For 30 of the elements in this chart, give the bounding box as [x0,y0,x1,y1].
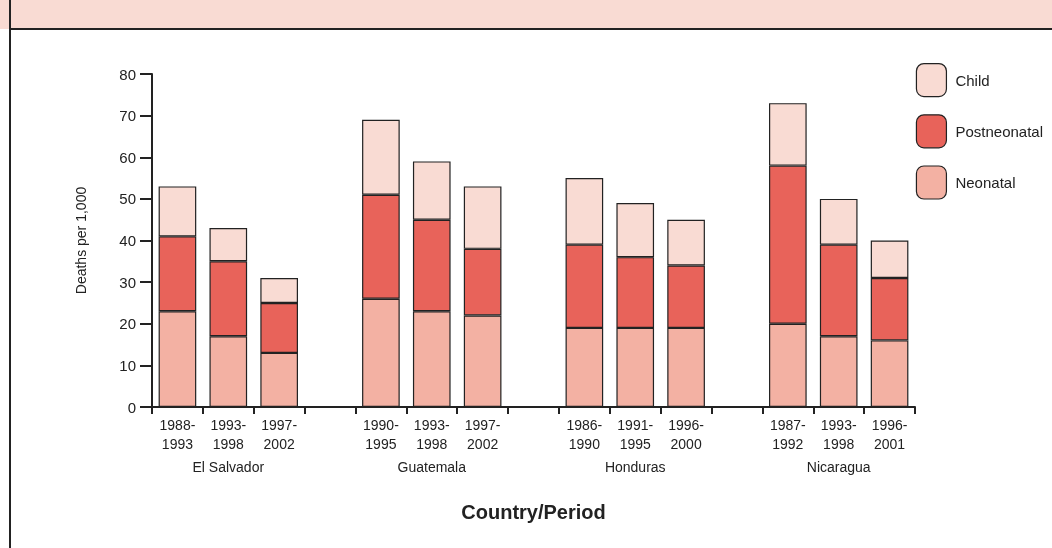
y-tick-label: 40 [119,232,136,249]
text: El Salvador [192,459,265,475]
text: Guatemala [397,459,467,475]
legend-label: Neonatal [955,174,1016,191]
x-tick-label: 1987-1992 [769,416,807,452]
legend-label: Child [955,71,990,89]
y-tick-label: 20 [119,315,136,333]
y-tick-label: 50 [119,190,136,208]
x-tick-label: 1991-1995 [617,416,654,452]
text: Nicaragua [806,459,871,475]
y-tick-label: 70 [119,107,136,125]
y-tick-label: 30 [119,273,136,291]
x-tick-label: 1996-2001 [871,416,908,452]
x-tick-label: 1993-1998 [210,416,247,452]
y-tick-label: 80 [119,65,136,83]
x-axis-title: Country/Period [461,501,606,523]
y-axis-title: Deaths per 1,000 [73,186,89,295]
x-tick-label: 1993-1998 [820,416,857,452]
x-tick-label: 1997-2002 [464,416,501,452]
y-tick-label: 60 [119,148,136,166]
x-tick-label: 1993-1998 [413,416,450,452]
text: Honduras [604,459,666,475]
y-tick-label: 0 [127,398,136,416]
x-tick-label: 1990-1995 [362,416,400,452]
x-tick-label: 1997-2002 [261,416,298,452]
y-tick-label: 10 [119,356,136,374]
legend-label: Postneonatal [955,122,1044,140]
x-tick-label: 1988-1993 [159,416,196,452]
x-tick-label: 1996-2000 [668,416,705,452]
x-tick-label: 1986-1990 [566,416,603,452]
